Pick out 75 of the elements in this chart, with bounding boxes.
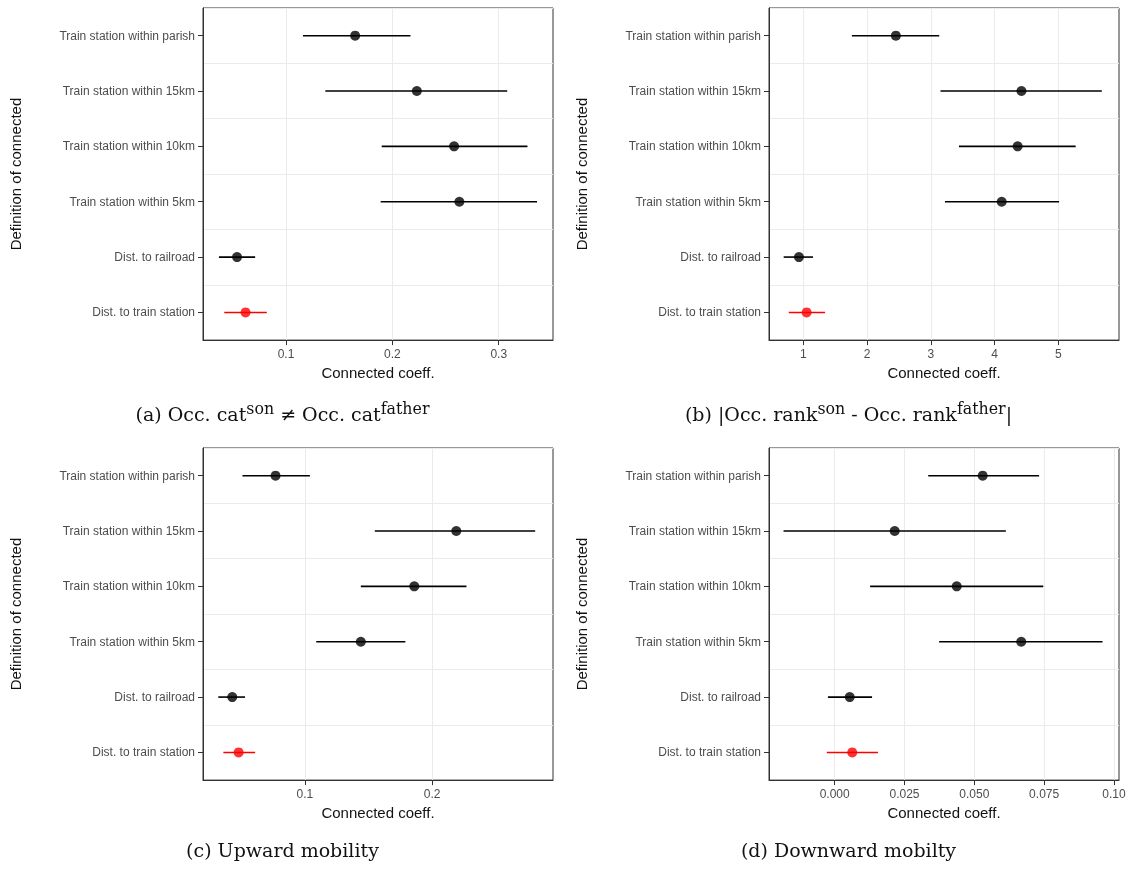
- y-tick-label: Train station within 10km: [628, 579, 761, 594]
- point: [454, 196, 465, 207]
- y-tick-label: Dist. to railroad: [680, 690, 761, 705]
- point: [951, 581, 962, 592]
- y-tick-label: Train station within 5km: [635, 194, 761, 209]
- x-axis-title: Connected coeff.: [321, 364, 435, 381]
- point: [411, 86, 422, 97]
- y-tick-label: Train station within 15km: [62, 524, 195, 539]
- y-tick-label: Dist. to train station: [658, 745, 761, 760]
- point: [449, 141, 460, 152]
- y-tick-label: Dist. to railroad: [680, 250, 761, 265]
- x-axis-title: Connected coeff.: [887, 364, 1001, 381]
- y-axis-title: Definition of connected: [573, 537, 590, 691]
- y-axis-title: Definition of connected: [573, 97, 590, 251]
- x-tick-label: 0.10: [1102, 787, 1126, 802]
- point: [977, 470, 988, 481]
- x-tick-label: 0.050: [959, 787, 990, 802]
- text: (a) Occ. cat$^{son}$ ≠ Occ. cat$^{father}$: [134, 399, 431, 426]
- text: (d) Downward mobilty: [739, 839, 958, 861]
- y-tick-label: Train station within parish: [625, 28, 761, 43]
- y-tick-label: Train station within 10km: [62, 579, 195, 594]
- x-tick-label: 0.1: [296, 787, 314, 802]
- x-tick-label: 0.025: [889, 787, 920, 802]
- y-axis-title: Definition of connected: [7, 97, 24, 251]
- y-tick-label: Train station within 15km: [62, 84, 195, 99]
- text: (c) Upward mobility: [185, 839, 380, 861]
- x-tick-label: 0.000: [819, 787, 850, 802]
- y-tick-label: Train station within parish: [59, 468, 195, 483]
- x-axis-title: Connected coeff.: [887, 804, 1001, 821]
- x-axis-title: Connected coeff.: [321, 804, 435, 821]
- point: [996, 196, 1007, 207]
- y-tick-label: Dist. to railroad: [114, 690, 195, 705]
- y-tick-label: Dist. to train station: [92, 745, 195, 760]
- y-axis-title: Definition of connected: [7, 537, 24, 691]
- point: [233, 747, 244, 758]
- point: [232, 252, 243, 263]
- point: [1016, 636, 1027, 647]
- point: [350, 30, 361, 41]
- point: [451, 526, 462, 537]
- x-tick-label: 0.3: [490, 347, 508, 362]
- y-tick-label: Train station within 15km: [628, 524, 761, 539]
- point: [889, 526, 900, 537]
- y-tick-label: Dist. to train station: [658, 305, 761, 320]
- point: [844, 692, 855, 703]
- point: [847, 747, 858, 758]
- y-tick-label: Train station within 10km: [62, 139, 195, 154]
- y-tick-label: Train station within 10km: [628, 139, 761, 154]
- y-tick-label: Train station within 5km: [69, 634, 195, 649]
- x-tick-label: 0.2: [423, 787, 441, 802]
- y-tick-label: Dist. to railroad: [114, 250, 195, 265]
- point: [1012, 141, 1023, 152]
- point: [409, 581, 420, 592]
- point: [1016, 86, 1027, 97]
- point: [890, 30, 901, 41]
- x-tick-label: 0.075: [1029, 787, 1060, 802]
- point: [270, 470, 281, 481]
- x-tick-label: 3: [927, 347, 935, 362]
- x-tick-label: 5: [1055, 347, 1063, 362]
- point: [793, 252, 804, 263]
- y-tick-label: Train station within 5km: [635, 634, 761, 649]
- x-tick-label: 0.2: [384, 347, 402, 362]
- x-tick-label: 1: [800, 347, 808, 362]
- y-tick-label: Train station within parish: [59, 28, 195, 43]
- y-tick-label: Dist. to train station: [92, 305, 195, 320]
- y-tick-label: Train station within parish: [625, 468, 761, 483]
- point: [240, 307, 251, 318]
- y-tick-label: Train station within 5km: [69, 194, 195, 209]
- x-tick-label: 2: [863, 347, 871, 362]
- point: [355, 636, 366, 647]
- x-tick-label: 0.1: [277, 347, 295, 362]
- x-tick-label: 4: [991, 347, 999, 362]
- text: (b) |Occ. rank$^{son}$ - Occ. rank$^{father}$|: [683, 399, 1014, 426]
- point: [227, 692, 238, 703]
- y-tick-label: Train station within 15km: [628, 84, 761, 99]
- point: [801, 307, 812, 318]
